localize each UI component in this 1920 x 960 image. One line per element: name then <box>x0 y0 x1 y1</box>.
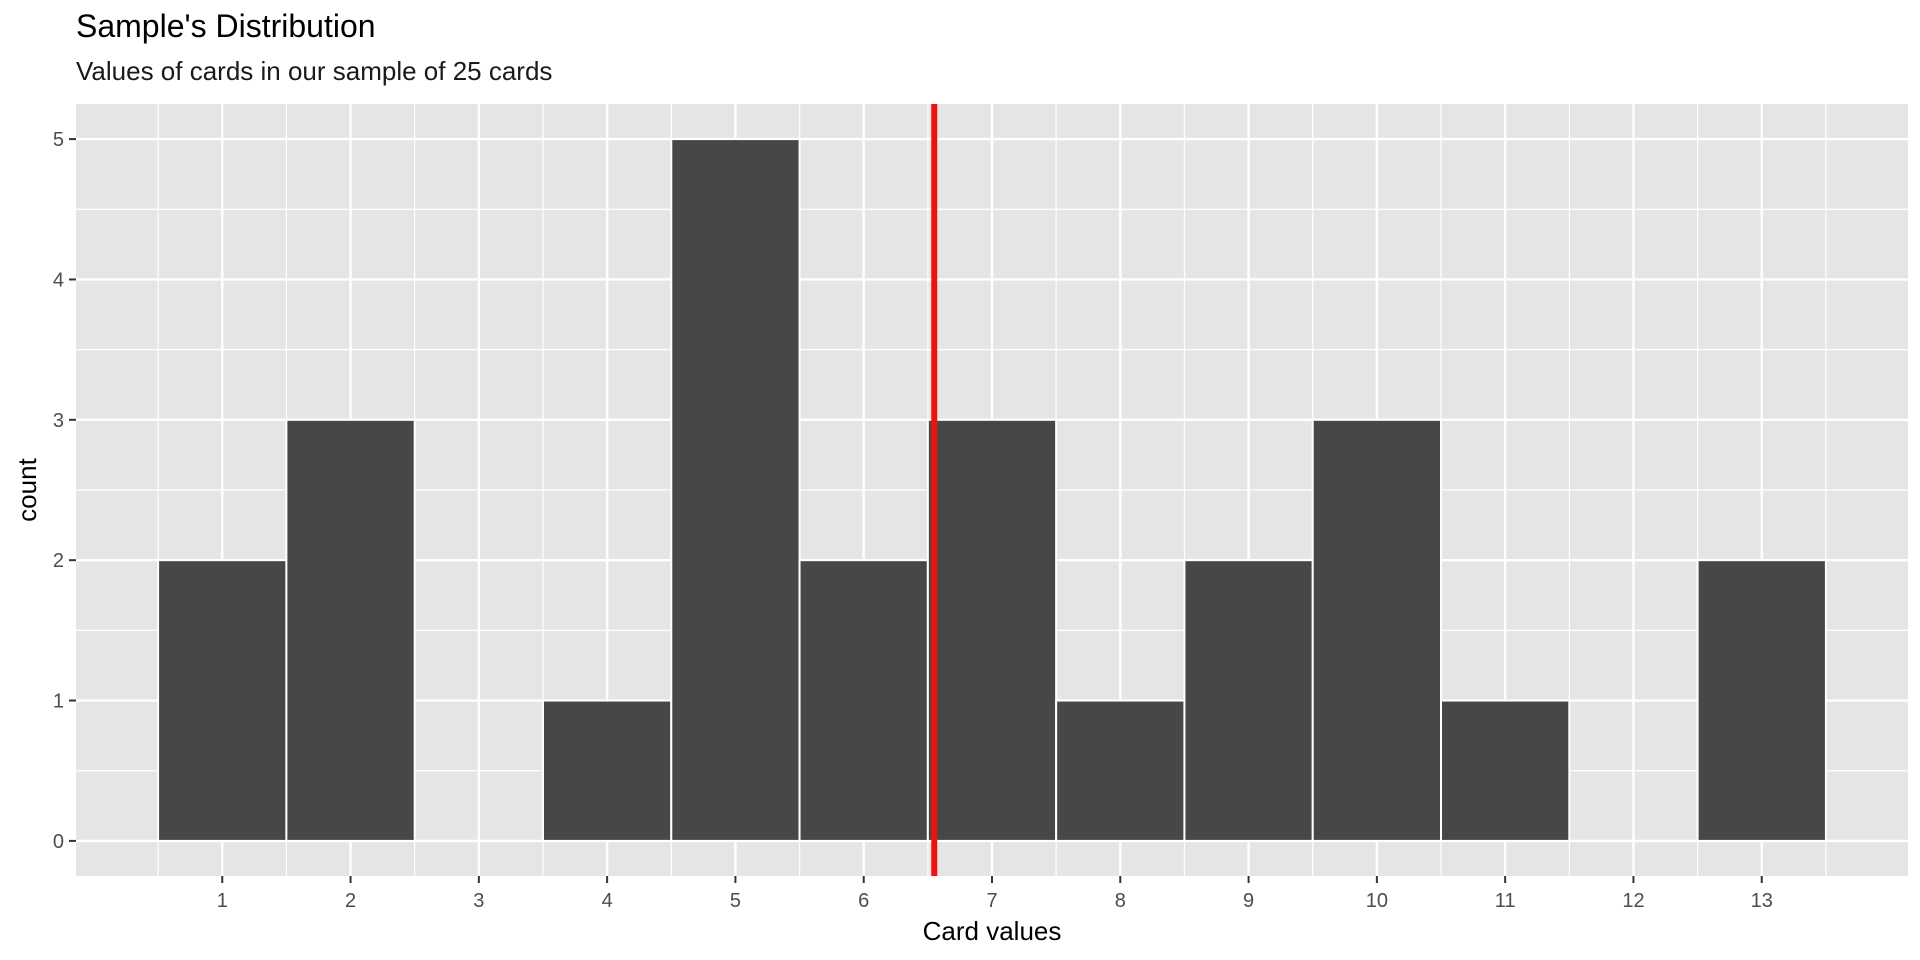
x-tick-label: 5 <box>730 890 741 912</box>
chart-title: Sample's Distribution <box>76 8 376 44</box>
x-axis: 1 2 3 4 5 6 7 8 9 10 11 12 13 <box>217 876 1773 912</box>
y-tick-label: 5 <box>53 129 64 151</box>
bar-4 <box>541 699 673 842</box>
y-tick-label: 4 <box>53 269 64 291</box>
x-tick-label: 9 <box>1243 890 1254 912</box>
y-tick-label: 1 <box>53 691 64 713</box>
x-tick-label: 7 <box>986 890 997 912</box>
x-tick-label: 12 <box>1622 890 1644 912</box>
bar-13 <box>1696 559 1827 842</box>
x-tick-label: 11 <box>1495 890 1516 912</box>
bar-8 <box>1055 699 1186 842</box>
x-tick-label: 1 <box>217 890 228 912</box>
x-tick-label: 6 <box>858 890 869 912</box>
x-tick-label: 10 <box>1366 890 1388 912</box>
bar-9 <box>1183 559 1314 842</box>
chart-subtitle: Values of cards in our sample of 25 card… <box>76 56 553 86</box>
bars <box>157 138 1827 842</box>
x-tick-label: 13 <box>1751 890 1773 912</box>
x-tick-label: 3 <box>473 890 484 912</box>
bar-1 <box>157 559 288 842</box>
bar-5 <box>670 138 801 842</box>
x-tick-label: 8 <box>1115 890 1126 912</box>
bar-7 <box>926 418 1058 842</box>
bar-2 <box>285 418 416 842</box>
bar-10 <box>1311 418 1443 842</box>
y-axis-title: count <box>12 457 42 521</box>
y-tick-label: 0 <box>53 831 64 853</box>
y-tick-label: 3 <box>53 410 64 432</box>
y-tick-label: 2 <box>53 550 64 572</box>
x-tick-label: 2 <box>345 890 356 912</box>
bar-6 <box>798 559 929 842</box>
x-tick-label: 4 <box>602 890 613 912</box>
bar-11 <box>1440 699 1571 842</box>
x-axis-title: Card values <box>923 916 1062 946</box>
y-axis: 0 1 2 3 4 5 <box>53 129 76 853</box>
